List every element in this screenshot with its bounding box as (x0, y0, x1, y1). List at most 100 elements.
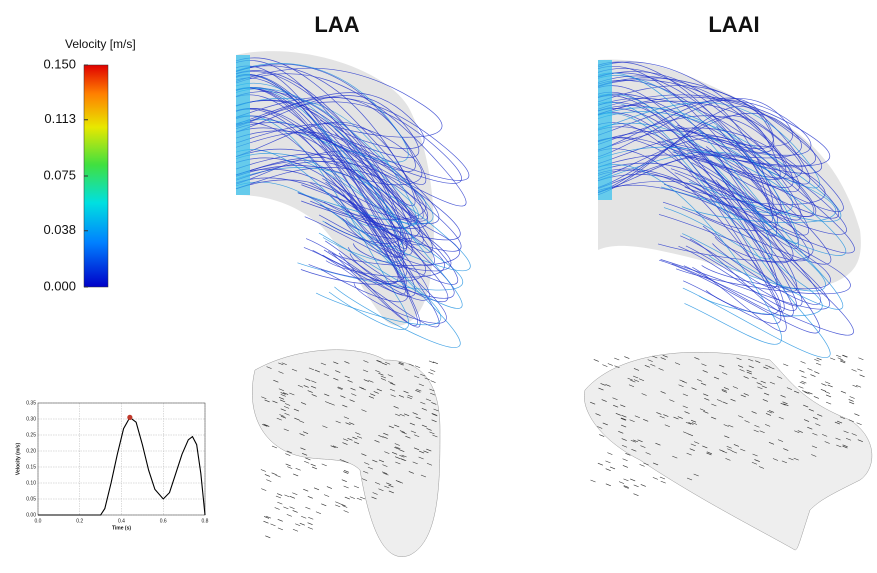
vector (293, 474, 298, 476)
vector (798, 386, 803, 388)
vector (849, 399, 854, 401)
x-tick-label: 0.0 (35, 518, 42, 524)
vector (344, 511, 349, 513)
vector (817, 358, 822, 360)
vector (277, 494, 282, 496)
y-axis-label: Velocity (m/s) (15, 443, 21, 476)
vector (814, 372, 819, 374)
vector (634, 485, 639, 487)
vector (826, 395, 831, 397)
vector (277, 502, 282, 504)
vector (640, 464, 645, 466)
vector (293, 529, 298, 531)
vector (661, 481, 666, 483)
colorbar-tick-label: 0.038 (43, 222, 76, 237)
vector (821, 389, 826, 391)
vector (619, 482, 624, 484)
vector (624, 357, 629, 359)
vector (838, 358, 843, 360)
vector (354, 486, 359, 488)
vector (290, 496, 295, 498)
vector (605, 461, 610, 463)
vector (342, 480, 347, 482)
x-axis-label: Time (s) (112, 525, 131, 531)
vector (807, 368, 812, 370)
vector (623, 479, 628, 481)
vector (261, 470, 266, 472)
vector (843, 355, 848, 357)
x-tick-label: 0.2 (76, 518, 83, 524)
vector (608, 363, 613, 365)
vector (305, 507, 310, 509)
vessel-shape (252, 350, 440, 557)
inflow (236, 55, 250, 195)
vector (858, 358, 863, 360)
colorbar-tick-label: 0.113 (44, 111, 76, 126)
vector (265, 474, 270, 476)
vessel-shape (598, 60, 861, 292)
vector (810, 375, 815, 377)
vector (821, 384, 826, 386)
vector (312, 467, 317, 469)
vector (598, 463, 603, 465)
vector (816, 363, 821, 365)
vector (641, 484, 646, 486)
y-tick-label: 0.35 (26, 400, 36, 406)
vector (285, 454, 290, 456)
vector (327, 487, 332, 489)
vector (360, 497, 365, 499)
vector (350, 497, 355, 499)
vector (261, 489, 266, 491)
highlight-point (127, 415, 132, 420)
vector (345, 497, 350, 499)
vector (316, 512, 321, 514)
vector (826, 402, 831, 404)
vector (278, 519, 283, 521)
y-tick-label: 0.10 (26, 480, 36, 486)
x-tick-label: 0.4 (118, 518, 125, 524)
vector (825, 391, 830, 393)
x-tick-label: 0.8 (202, 518, 209, 524)
vector (287, 514, 292, 516)
vector (311, 464, 316, 466)
vector (836, 355, 841, 357)
vector (854, 414, 859, 416)
vector (850, 397, 855, 399)
vector (849, 402, 854, 404)
vector (293, 510, 298, 512)
figure: Velocity [m/s] LAA LAAI 0.1500.1130.0750… (0, 0, 877, 568)
vector (308, 496, 313, 498)
vector (623, 459, 628, 461)
panel-title: LAAI (708, 12, 759, 37)
vector (591, 480, 596, 482)
vector (266, 480, 271, 482)
y-tick-label: 0.15 (26, 464, 36, 470)
y-tick-label: 0.05 (26, 496, 36, 502)
vector (283, 507, 288, 509)
vector (801, 376, 806, 378)
vector (276, 496, 281, 498)
vector (296, 468, 301, 470)
vector (428, 372, 433, 374)
colorbar-tick-label: 0.150 (43, 56, 76, 71)
vector (290, 507, 295, 509)
vector (814, 396, 819, 398)
vector (344, 486, 349, 488)
vector (828, 385, 833, 387)
vector (308, 523, 313, 525)
vector (842, 355, 847, 357)
vector (275, 508, 280, 510)
vector (301, 516, 306, 518)
vector (263, 521, 268, 523)
vector (284, 495, 289, 497)
vector (599, 435, 604, 437)
vector (825, 382, 830, 384)
vector (278, 528, 283, 530)
vector (431, 381, 436, 383)
vector (321, 504, 326, 506)
vector (606, 484, 611, 486)
vector (324, 495, 329, 497)
vector (607, 453, 612, 455)
vector (860, 375, 865, 377)
vector (264, 516, 269, 518)
